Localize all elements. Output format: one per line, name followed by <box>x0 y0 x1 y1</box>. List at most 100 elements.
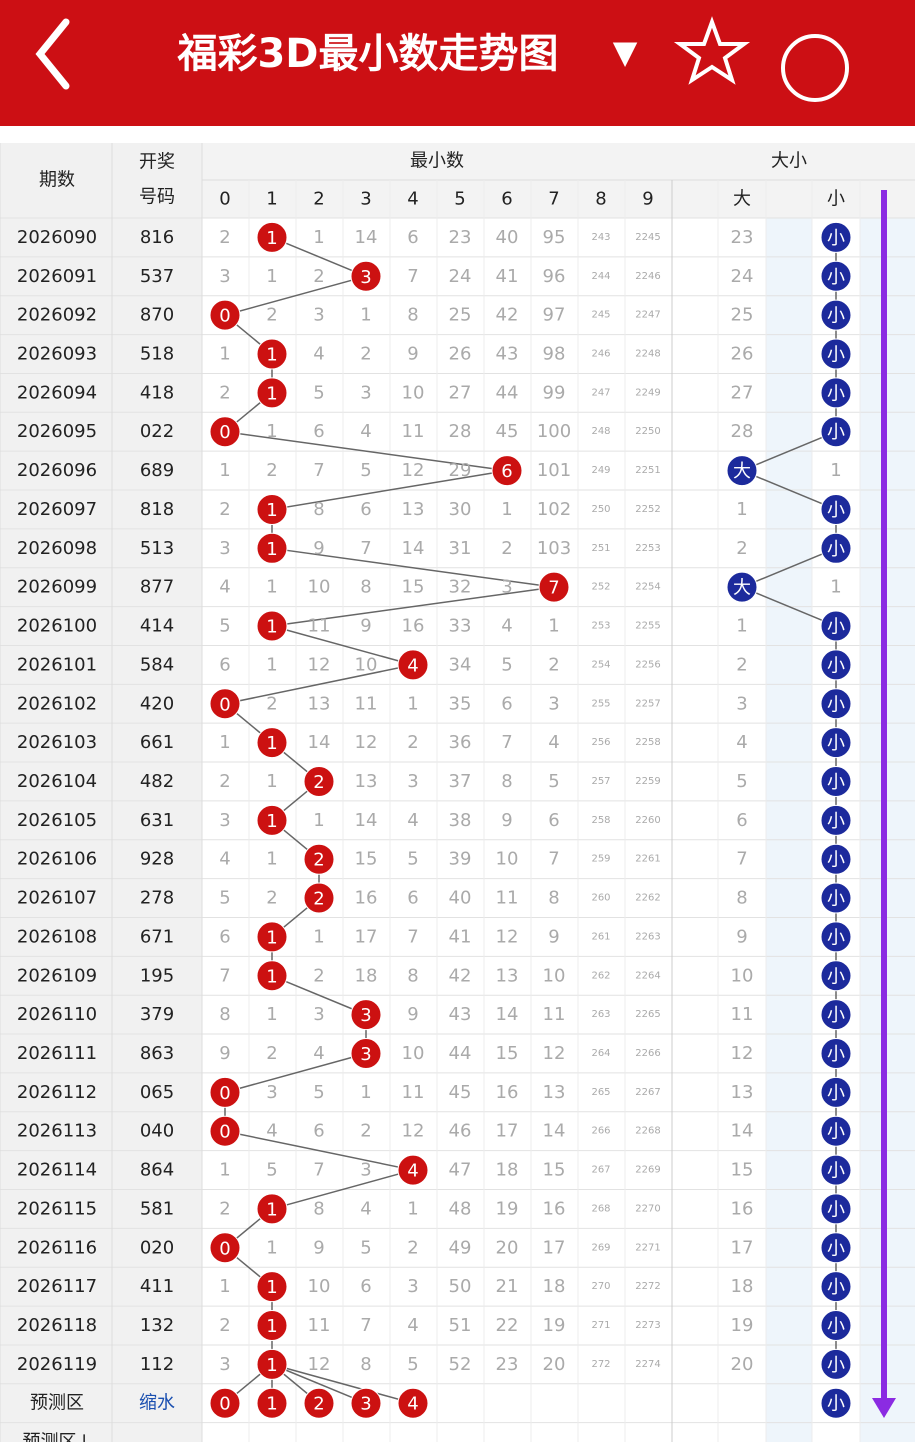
miss-count: 14 <box>355 810 378 831</box>
miss-count: 43 <box>496 344 519 365</box>
back-button[interactable] <box>35 18 70 90</box>
miss-count: 2245 <box>635 232 660 243</box>
size-ball <box>820 1348 852 1380</box>
miss-count: 15 <box>355 849 378 870</box>
favorite-button[interactable] <box>673 16 751 85</box>
miss-count: 4 <box>219 577 230 598</box>
miss-count: 1 <box>266 1237 277 1258</box>
miss-count: 18 <box>543 1276 566 1297</box>
miss-count: 9 <box>360 616 371 637</box>
miss-count: 41 <box>449 926 472 947</box>
draw-number: 671 <box>140 926 174 947</box>
miss-count: 2260 <box>635 815 660 826</box>
miss-count: 3 <box>360 1160 371 1181</box>
size-miss-count: 1 <box>736 499 747 520</box>
draw-number: 518 <box>140 344 174 365</box>
miss-count: 13 <box>402 499 425 520</box>
miss-count: 1 <box>219 344 230 365</box>
miss-count: 9 <box>313 538 324 559</box>
miss-count: 9 <box>501 810 512 831</box>
miss-count: 262 <box>591 970 610 981</box>
miss-count: 1 <box>219 1276 230 1297</box>
miss-count: 39 <box>449 849 472 870</box>
size-col-bg <box>860 218 915 1442</box>
trend-line <box>271 586 555 627</box>
draw-number: 864 <box>140 1160 174 1181</box>
miss-count: 2264 <box>635 970 660 981</box>
size-miss-count: 25 <box>731 305 754 326</box>
miss-count: 1 <box>501 499 512 520</box>
col-header: 开奖 <box>139 152 175 173</box>
issue: 2026100 <box>17 616 97 637</box>
miss-count: 35 <box>449 693 472 714</box>
miss-count: 1 <box>407 1198 418 1219</box>
issue: 2026108 <box>17 926 97 947</box>
miss-count: 12 <box>496 926 519 947</box>
size-ball <box>820 765 852 797</box>
size-miss-count: 17 <box>731 1237 754 1258</box>
miss-count: 3 <box>501 577 512 598</box>
issue: 2026094 <box>17 382 97 403</box>
size-ball <box>820 960 852 992</box>
min-ball <box>256 610 288 642</box>
miss-count: 8 <box>360 1354 371 1375</box>
size-miss-count: 7 <box>736 849 747 870</box>
miss-count: 5 <box>548 771 559 792</box>
miss-count: 246 <box>591 349 610 360</box>
issue: 2026118 <box>17 1315 97 1336</box>
size-ball-label: 小 <box>827 267 845 288</box>
miss-count: 3 <box>219 1354 230 1375</box>
miss-count: 33 <box>449 616 472 637</box>
min-ball-label: 0 <box>219 694 230 715</box>
draw-number: 513 <box>140 538 174 559</box>
min-ball <box>303 882 335 914</box>
trend-line <box>741 547 837 588</box>
miss-count: 1 <box>219 1160 230 1181</box>
issue: 2026109 <box>17 965 97 986</box>
trend-line <box>271 469 508 511</box>
miss-count: 45 <box>496 421 519 442</box>
size-miss-count: 12 <box>731 1043 754 1064</box>
miss-count: 30 <box>449 499 472 520</box>
user-button[interactable] <box>781 34 849 102</box>
size-ball-label: 小 <box>827 1355 845 1376</box>
prediction-method[interactable]: 缩水 <box>139 1393 175 1414</box>
prediction-ball-label: 4 <box>407 1394 418 1415</box>
min-ball <box>538 571 570 603</box>
size-miss-count: 26 <box>731 344 754 365</box>
dropdown-toggle[interactable]: ▼ <box>613 33 638 71</box>
miss-count: 7 <box>360 1315 371 1336</box>
miss-count: 18 <box>355 965 378 986</box>
digit-header: 5 <box>454 189 465 210</box>
digit-header: 7 <box>548 189 559 210</box>
size-ball-label: 小 <box>827 539 845 560</box>
miss-count: 14 <box>308 732 331 753</box>
size-ball-label: 小 <box>827 306 845 327</box>
miss-count: 253 <box>591 621 610 632</box>
digit-header: 3 <box>360 189 371 210</box>
miss-count: 260 <box>591 893 610 904</box>
miss-count: 258 <box>591 815 610 826</box>
miss-count: 18 <box>496 1160 519 1181</box>
size-ball-label: 小 <box>827 1083 845 1104</box>
miss-count: 2 <box>266 305 277 326</box>
miss-count: 24 <box>449 266 472 287</box>
min-ball <box>397 1154 429 1186</box>
size-header: 小 <box>827 189 845 210</box>
size-ball <box>820 1232 852 1264</box>
miss-count: 13 <box>543 1082 566 1103</box>
min-ball <box>256 1310 288 1342</box>
miss-count: 244 <box>591 271 610 282</box>
size-miss-count: 10 <box>731 965 754 986</box>
miss-count: 1 <box>219 732 230 753</box>
draw-number: 020 <box>140 1237 174 1258</box>
miss-count: 266 <box>591 1126 610 1137</box>
issue: 2026098 <box>17 538 97 559</box>
miss-count: 1 <box>407 693 418 714</box>
size-ball <box>820 338 852 370</box>
trend-table: 期数开奖号码最小数 大小0 1 2 3 4 5 6 7 8 9 大小2026090 816 2 1 14 6 23… <box>0 143 915 1446</box>
min-ball-label: 1 <box>266 1199 277 1220</box>
digit-header: 2 <box>313 189 324 210</box>
draw-number: 379 <box>140 1004 174 1025</box>
trend-line <box>741 586 837 627</box>
